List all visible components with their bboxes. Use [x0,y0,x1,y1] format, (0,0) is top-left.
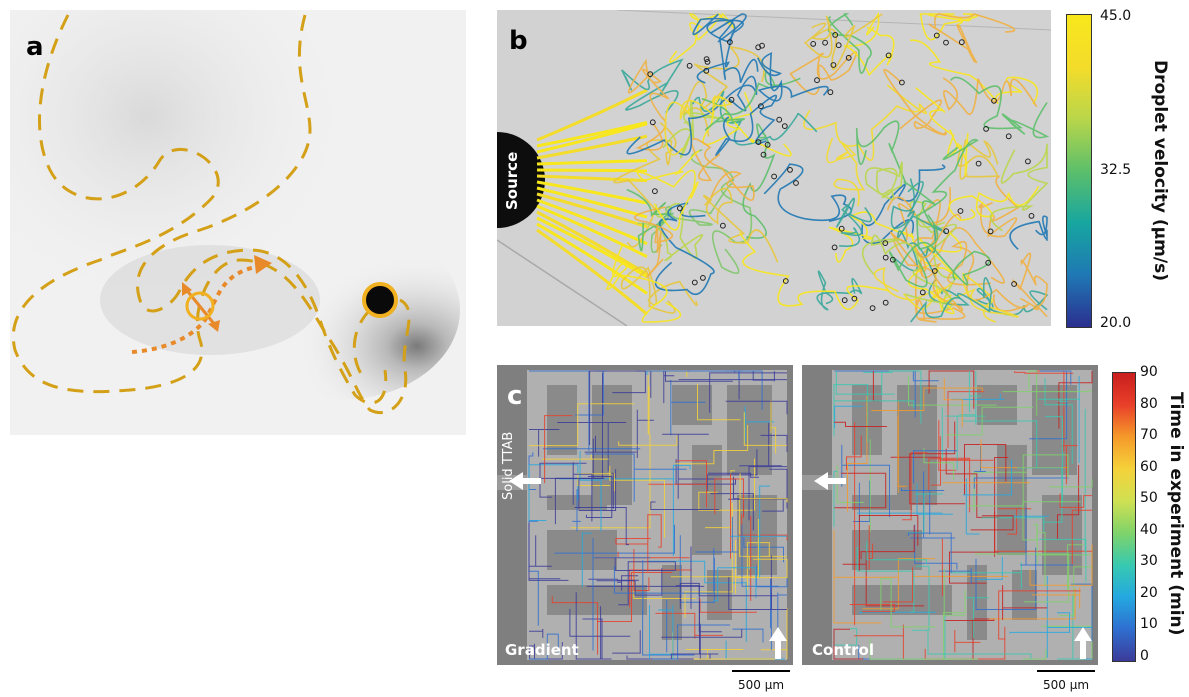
velocity-tick: 45.0 [1100,8,1132,24]
panel-a-svg [10,10,466,435]
trajectory-arrow [131,255,272,354]
source-label: Source [503,151,521,210]
scale-bar-right [1037,670,1095,672]
panel-c-control-image: Control [802,365,1098,665]
maze-gradient-svg [497,365,793,665]
double-arrow [182,282,220,332]
velocity-colorbar-title: Droplet velocity (µm/s) [1150,60,1170,281]
time-tick: 90 [1140,364,1158,380]
time-tick: 10 [1140,616,1158,633]
velocity-colorbar [1066,14,1092,328]
time-tick: 60 [1140,458,1158,475]
source-blob [497,132,545,228]
time-colorbar [1112,372,1136,662]
droplet-trajectories [536,11,1050,323]
panel-c-gradient-image: c Solid TTAB Gradient [497,365,793,665]
time-tick: 50 [1140,490,1158,507]
time-tick: 20 [1140,584,1158,601]
source-droplet [362,282,398,318]
time-tick: 40 [1140,521,1158,538]
solid-ttab-label: Solid TTAB [501,431,516,500]
scale-bar-left [732,670,790,672]
time-tick: 80 [1140,395,1158,412]
gradient-label: Gradient [505,641,579,659]
panel-a-label: a [26,32,44,62]
time-colorbar-title: Time in experiment (min) [1166,392,1186,636]
velocity-tick: 20.0 [1100,315,1132,331]
panel-b-svg [497,10,1051,326]
scale-text-right: 500 µm [1043,678,1090,692]
time-tick: 70 [1140,427,1158,444]
maze-control-svg [802,365,1098,665]
panel-b-label: b [509,26,528,56]
panel-b-image: b Source [497,10,1051,326]
dashed-outline [11,14,411,415]
control-label: Control [812,641,875,659]
scale-text-left: 500 µm [738,678,785,692]
panel-c-label: c [507,381,523,411]
time-tick: 0 [1140,647,1149,664]
time-tick: 30 [1140,553,1158,570]
velocity-tick: 32.5 [1100,162,1132,178]
panel-a-image: a [10,10,466,435]
